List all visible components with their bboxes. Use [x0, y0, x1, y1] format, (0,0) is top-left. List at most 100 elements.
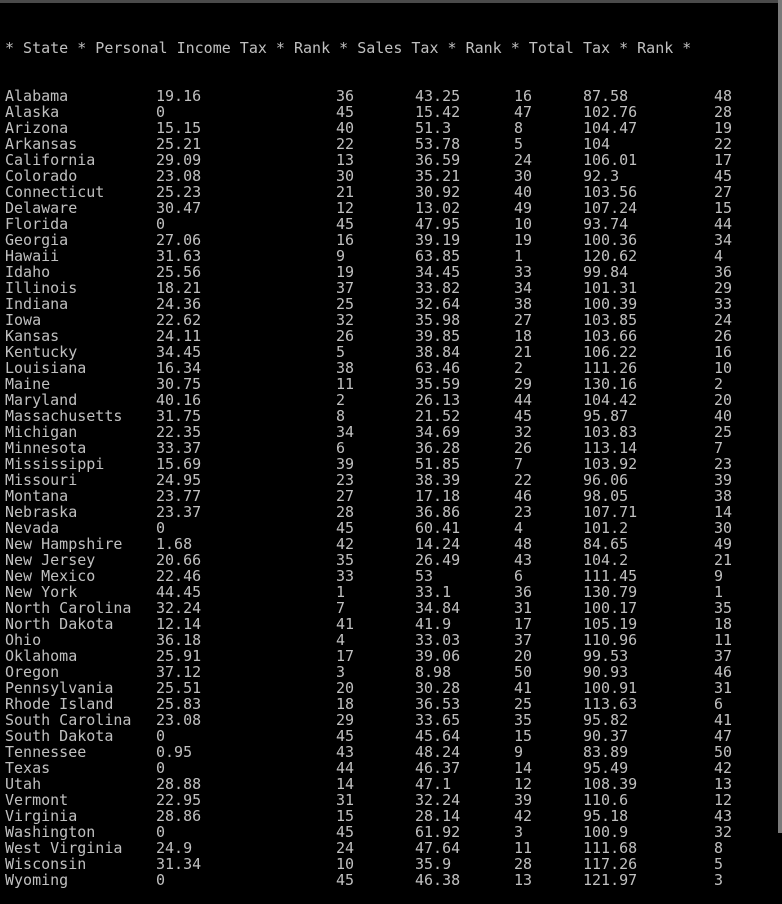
table-row: West Virginia 24.9 24 47.64 11 111.68 8	[5, 840, 777, 856]
sales-rank-cell: 23	[514, 504, 532, 520]
sales-rank-cell: 18	[514, 328, 532, 344]
sales-tax-cell: 33.65	[415, 712, 460, 728]
sales-rank-cell: 4	[514, 520, 523, 536]
sales-tax-cell: 35.21	[415, 168, 460, 184]
sales-rank-cell: 9	[514, 744, 523, 760]
sales-rank-cell: 39	[514, 792, 532, 808]
sales-rank-cell: 31	[514, 600, 532, 616]
total-tax-cell: 103.66	[583, 328, 637, 344]
income-rank-cell: 26	[336, 328, 354, 344]
income-tax-cell: 19.16	[156, 88, 201, 104]
income-tax-cell: 24.36	[156, 296, 201, 312]
income-rank-cell: 13	[336, 152, 354, 168]
table-row: Washington 0 45 61.92 3 100.9 32	[5, 824, 777, 840]
table-row: Utah 28.88 14 47.1 12 108.39 13	[5, 776, 777, 792]
total-rank-cell: 44	[714, 216, 732, 232]
sales-rank-cell: 40	[514, 184, 532, 200]
sales-tax-cell: 63.85	[415, 248, 460, 264]
state-cell: North Dakota	[5, 616, 113, 632]
total-rank-cell: 35	[714, 600, 732, 616]
income-tax-cell: 15.69	[156, 456, 201, 472]
total-rank-cell: 26	[714, 328, 732, 344]
table-row: Indiana 24.36 25 32.64 38 100.39 33	[5, 296, 777, 312]
income-rank-cell: 41	[336, 616, 354, 632]
total-tax-cell: 95.18	[583, 808, 628, 824]
table-row: Maryland 40.16 2 26.13 44 104.42 20	[5, 392, 777, 408]
total-tax-cell: 111.45	[583, 568, 637, 584]
income-tax-cell: 34.45	[156, 344, 201, 360]
income-rank-cell: 23	[336, 472, 354, 488]
sales-rank-cell: 22	[514, 472, 532, 488]
state-cell: Oregon	[5, 664, 59, 680]
table-body: Alabama 19.16 36 43.25 16 87.58 48 Alaska 0 45 15.…	[5, 88, 777, 888]
scrollbar-edge[interactable]	[778, 0, 782, 833]
income-rank-cell: 12	[336, 200, 354, 216]
total-tax-cell: 104.42	[583, 392, 637, 408]
total-tax-cell: 108.39	[583, 776, 637, 792]
income-tax-cell: 37.12	[156, 664, 201, 680]
table-row: Nevada 0 45 60.41 4 101.2 30	[5, 520, 777, 536]
total-rank-cell: 47	[714, 728, 732, 744]
state-cell: South Dakota	[5, 728, 113, 744]
sales-rank-cell: 8	[514, 120, 523, 136]
total-tax-cell: 92.3	[583, 168, 619, 184]
sales-rank-cell: 46	[514, 488, 532, 504]
income-rank-cell: 37	[336, 280, 354, 296]
income-tax-cell: 18.21	[156, 280, 201, 296]
sales-rank-cell: 36	[514, 584, 532, 600]
table-row: Delaware 30.47 12 13.02 49 107.24 15	[5, 200, 777, 216]
sales-tax-cell: 21.52	[415, 408, 460, 424]
state-cell: Kansas	[5, 328, 59, 344]
income-tax-cell: 20.66	[156, 552, 201, 568]
state-cell: Arizona	[5, 120, 68, 136]
table-row: North Dakota 12.14 41 41.9 17 105.19 18	[5, 616, 777, 632]
total-rank-cell: 48	[714, 88, 732, 104]
state-cell: South Carolina	[5, 712, 131, 728]
income-tax-cell: 31.34	[156, 856, 201, 872]
total-tax-cell: 105.19	[583, 616, 637, 632]
income-rank-cell: 33	[336, 568, 354, 584]
total-tax-cell: 95.87	[583, 408, 628, 424]
sales-tax-cell: 34.69	[415, 424, 460, 440]
sales-rank-cell: 34	[514, 280, 532, 296]
total-tax-cell: 95.49	[583, 760, 628, 776]
sales-tax-cell: 53.78	[415, 136, 460, 152]
total-tax-cell: 106.01	[583, 152, 637, 168]
sales-tax-cell: 8.98	[415, 664, 451, 680]
income-rank-cell: 42	[336, 536, 354, 552]
income-tax-cell: 0.95	[156, 744, 192, 760]
income-rank-cell: 4	[336, 632, 345, 648]
state-cell: Maine	[5, 376, 50, 392]
income-tax-cell: 25.23	[156, 184, 201, 200]
total-rank-cell: 9	[714, 568, 723, 584]
sales-tax-cell: 32.24	[415, 792, 460, 808]
table-row: Arizona 15.15 40 51.3 8 104.47 19	[5, 120, 777, 136]
total-tax-cell: 100.17	[583, 600, 637, 616]
state-cell: Wyoming	[5, 872, 68, 888]
sales-rank-cell: 17	[514, 616, 532, 632]
total-rank-cell: 36	[714, 264, 732, 280]
income-rank-cell: 10	[336, 856, 354, 872]
total-rank-cell: 37	[714, 648, 732, 664]
sales-rank-cell: 10	[514, 216, 532, 232]
income-tax-cell: 0	[156, 216, 165, 232]
income-tax-cell: 24.11	[156, 328, 201, 344]
table-row: Kansas 24.11 26 39.85 18 103.66 26	[5, 328, 777, 344]
table-row: Georgia 27.06 16 39.19 19 100.36 34	[5, 232, 777, 248]
total-tax-cell: 101.31	[583, 280, 637, 296]
total-tax-cell: 101.2	[583, 520, 628, 536]
total-rank-cell: 46	[714, 664, 732, 680]
total-rank-cell: 45	[714, 168, 732, 184]
table-row: New York 44.45 1 33.1 36 130.79 1	[5, 584, 777, 600]
state-cell: Delaware	[5, 200, 77, 216]
state-cell: Louisiana	[5, 360, 86, 376]
total-rank-cell: 16	[714, 344, 732, 360]
state-cell: New Hampshire	[5, 536, 122, 552]
state-cell: Alaska	[5, 104, 59, 120]
table-row: Minnesota 33.37 6 36.28 26 113.14 7	[5, 440, 777, 456]
table-row: Maine 30.75 11 35.59 29 130.16 2	[5, 376, 777, 392]
sales-rank-cell: 50	[514, 664, 532, 680]
sales-tax-cell: 63.46	[415, 360, 460, 376]
state-cell: New York	[5, 584, 77, 600]
sales-rank-cell: 14	[514, 760, 532, 776]
